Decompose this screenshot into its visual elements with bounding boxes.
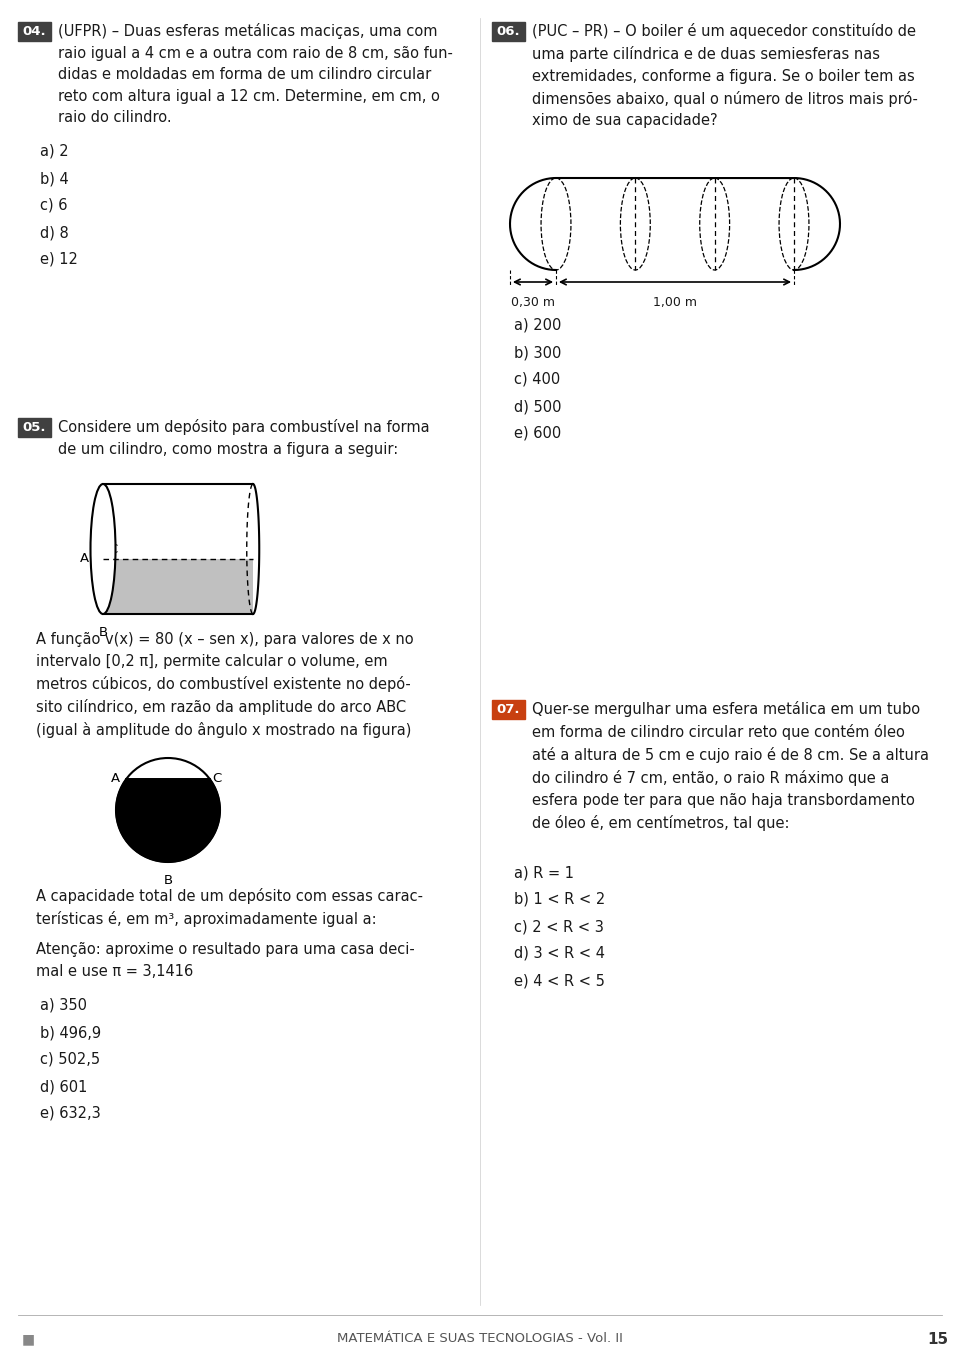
Text: B: B — [99, 626, 108, 639]
Text: MATEMÁTICA E SUAS TECNOLOGIAS - Vol. II: MATEMÁTICA E SUAS TECNOLOGIAS - Vol. II — [337, 1333, 623, 1345]
Text: d) 500: d) 500 — [514, 399, 562, 414]
Text: e) 600: e) 600 — [514, 426, 562, 441]
Text: c) 2 < R < 3: c) 2 < R < 3 — [514, 919, 604, 934]
Text: 15: 15 — [927, 1332, 948, 1347]
Text: e) 4 < R < 5: e) 4 < R < 5 — [514, 974, 605, 989]
Text: b) 4: b) 4 — [40, 171, 69, 186]
FancyBboxPatch shape — [492, 22, 525, 41]
Text: c) 502,5: c) 502,5 — [40, 1052, 100, 1067]
Polygon shape — [510, 178, 840, 270]
Text: a) 200: a) 200 — [514, 319, 562, 334]
Text: x: x — [171, 820, 179, 833]
Text: (PUC – PR) – O boiler é um aquecedor constituído de
uma parte cilíndrica e de du: (PUC – PR) – O boiler é um aquecedor con… — [532, 23, 918, 129]
Text: B: B — [163, 875, 173, 887]
Text: 05.: 05. — [23, 420, 46, 434]
Text: d) 3 < R < 4: d) 3 < R < 4 — [514, 946, 605, 961]
Text: A função v(x) = 80 (x – sen x), para valores de x no
intervalo [0,2 π], permite : A função v(x) = 80 (x – sen x), para val… — [36, 632, 414, 738]
FancyBboxPatch shape — [18, 22, 51, 41]
Text: d) 8: d) 8 — [40, 225, 69, 240]
Text: (UFPR) – Duas esferas metálicas maciças, uma com
raio igual a 4 cm e a outra com: (UFPR) – Duas esferas metálicas maciças,… — [58, 23, 453, 125]
Polygon shape — [103, 559, 253, 614]
Text: C: C — [108, 542, 118, 556]
Text: e) 632,3: e) 632,3 — [40, 1106, 101, 1121]
Text: C: C — [212, 773, 222, 785]
Text: 1,00 m: 1,00 m — [653, 296, 697, 309]
Text: c) 400: c) 400 — [514, 372, 561, 386]
Text: A: A — [80, 552, 89, 565]
Text: 04.: 04. — [23, 24, 46, 38]
FancyBboxPatch shape — [18, 418, 51, 437]
Text: 06.: 06. — [496, 24, 520, 38]
Text: b) 496,9: b) 496,9 — [40, 1025, 101, 1040]
Text: 0,30 m: 0,30 m — [511, 296, 555, 309]
Text: a) 2: a) 2 — [40, 144, 68, 159]
Text: Atenção: aproxime o resultado para uma casa deci-
mal e use π = 3,1416: Atenção: aproxime o resultado para uma c… — [36, 942, 415, 979]
Text: Quer-se mergulhar uma esfera metálica em um tubo
em forma de cilindro circular r: Quer-se mergulhar uma esfera metálica em… — [532, 701, 929, 831]
Text: b) 1 < R < 2: b) 1 < R < 2 — [514, 892, 605, 907]
Text: a) R = 1: a) R = 1 — [514, 865, 574, 880]
Text: Considere um depósito para combustível na forma
de um cilindro, como mostra a fi: Considere um depósito para combustível n… — [58, 419, 430, 457]
Text: b) 300: b) 300 — [514, 344, 562, 359]
Text: ■: ■ — [21, 1332, 35, 1347]
Ellipse shape — [90, 484, 115, 614]
Text: d) 601: d) 601 — [40, 1079, 87, 1094]
Text: c) 6: c) 6 — [40, 198, 67, 213]
Text: 07.: 07. — [496, 702, 520, 716]
Polygon shape — [116, 778, 220, 862]
FancyBboxPatch shape — [492, 700, 525, 719]
Text: a) 350: a) 350 — [40, 998, 87, 1013]
Text: A: A — [111, 773, 120, 785]
Text: A capacidade total de um depósito com essas carac-
terísticas é, em m³, aproxima: A capacidade total de um depósito com es… — [36, 888, 423, 928]
Text: e) 12: e) 12 — [40, 252, 78, 267]
